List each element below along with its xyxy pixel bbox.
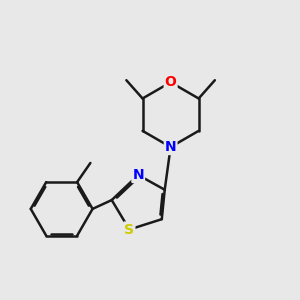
Text: S: S bbox=[124, 223, 134, 236]
Text: N: N bbox=[165, 140, 176, 154]
Text: O: O bbox=[165, 75, 176, 89]
Text: N: N bbox=[132, 168, 144, 182]
